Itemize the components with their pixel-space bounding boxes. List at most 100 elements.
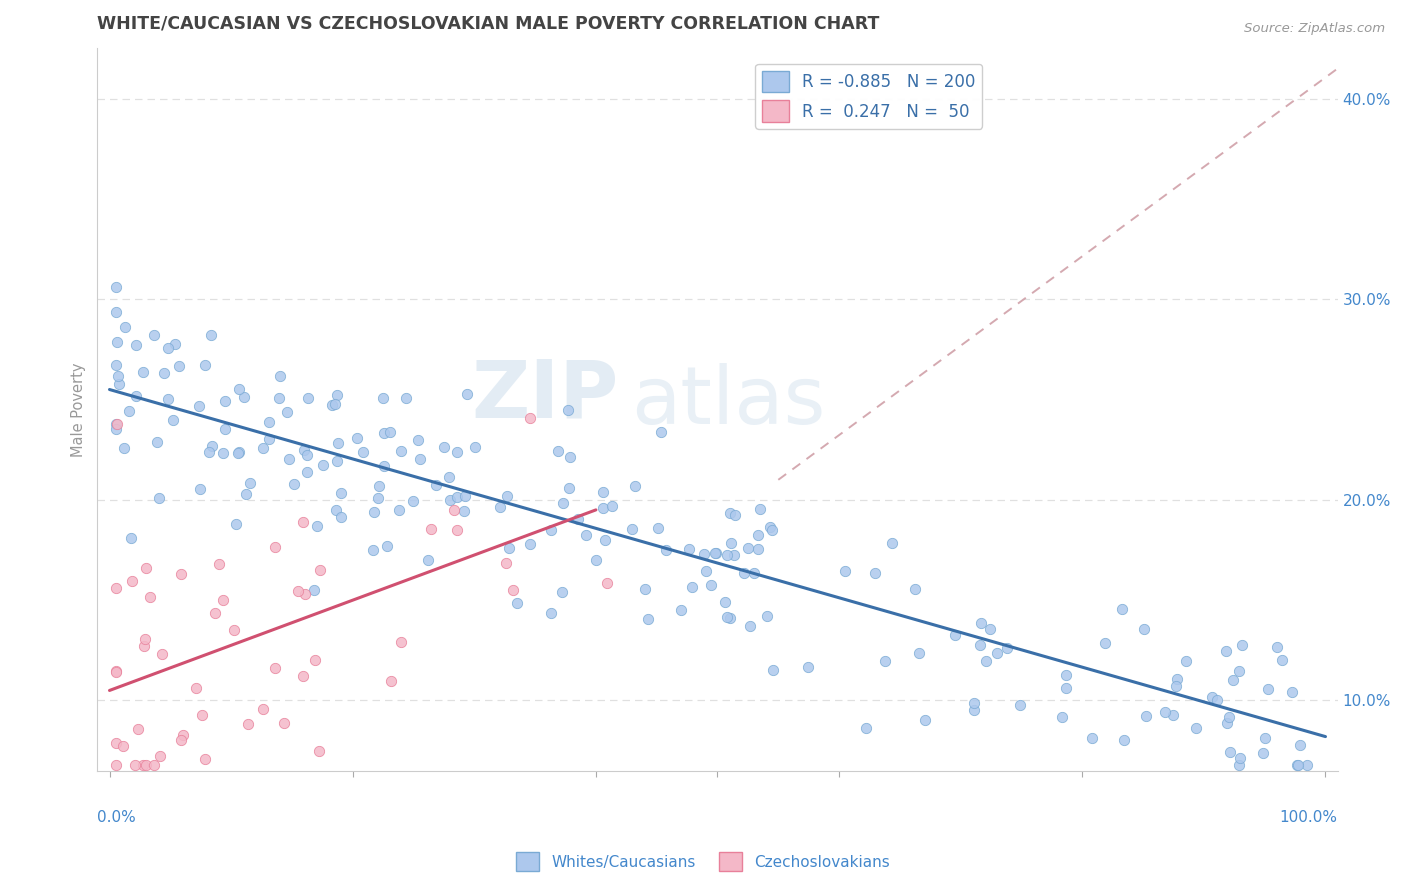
Point — [1230, 638, 1253, 652]
Point — [208, 557, 231, 571]
Point — [963, 697, 986, 711]
Point — [986, 646, 1008, 660]
Point — [834, 564, 856, 578]
Point — [592, 501, 614, 516]
Point — [228, 382, 250, 396]
Point — [593, 533, 616, 547]
Point — [121, 574, 143, 588]
Point — [124, 757, 146, 772]
Point — [1206, 693, 1229, 707]
Point — [437, 470, 460, 484]
Point — [143, 328, 166, 343]
Point — [294, 587, 316, 601]
Point — [723, 548, 745, 562]
Point — [464, 441, 486, 455]
Point — [446, 445, 468, 459]
Point — [252, 441, 274, 455]
Point — [647, 521, 669, 535]
Point — [127, 722, 149, 736]
Point — [733, 566, 755, 581]
Legend: Whites/Caucasians, Czechoslovakians: Whites/Caucasians, Czechoslovakians — [510, 847, 896, 877]
Point — [1080, 731, 1102, 746]
Point — [718, 506, 741, 520]
Point — [1216, 715, 1239, 730]
Point — [150, 647, 173, 661]
Text: Source: ZipAtlas.com: Source: ZipAtlas.com — [1244, 22, 1385, 36]
Point — [1229, 751, 1251, 765]
Point — [655, 542, 678, 557]
Point — [1112, 733, 1135, 747]
Point — [505, 596, 527, 610]
Point — [678, 541, 700, 556]
Point — [194, 358, 217, 372]
Point — [439, 492, 461, 507]
Point — [1265, 640, 1288, 655]
Point — [863, 566, 886, 581]
Point — [238, 717, 260, 731]
Point — [264, 661, 287, 675]
Point — [156, 392, 179, 406]
Point — [162, 412, 184, 426]
Point — [188, 399, 211, 413]
Point — [172, 728, 194, 742]
Point — [748, 501, 770, 516]
Point — [263, 540, 285, 554]
Point — [375, 540, 398, 554]
Point — [235, 487, 257, 501]
Point — [945, 628, 967, 642]
Point — [138, 590, 160, 604]
Point — [502, 583, 524, 598]
Point — [153, 366, 176, 380]
Point — [1054, 667, 1077, 681]
Point — [620, 522, 643, 536]
Point — [104, 665, 127, 680]
Point — [700, 578, 723, 592]
Point — [592, 485, 614, 500]
Point — [132, 639, 155, 653]
Point — [1201, 690, 1223, 705]
Point — [222, 623, 245, 637]
Point — [326, 388, 349, 402]
Point — [371, 392, 394, 406]
Point — [269, 369, 291, 384]
Point — [1166, 679, 1188, 693]
Point — [389, 634, 412, 648]
Point — [1174, 654, 1197, 668]
Point — [167, 359, 190, 373]
Point — [963, 703, 986, 717]
Point — [1054, 681, 1077, 695]
Point — [269, 391, 291, 405]
Point — [373, 425, 395, 440]
Point — [252, 702, 274, 716]
Point — [558, 450, 581, 465]
Point — [420, 522, 443, 536]
Point — [557, 403, 579, 417]
Point — [575, 528, 598, 542]
Point — [1227, 757, 1250, 772]
Point — [547, 444, 569, 458]
Point — [402, 493, 425, 508]
Point — [131, 365, 153, 379]
Point — [1271, 653, 1294, 667]
Point — [104, 757, 127, 772]
Point — [105, 335, 128, 350]
Point — [904, 582, 927, 597]
Point — [228, 445, 250, 459]
Point — [762, 663, 785, 677]
Point — [291, 669, 314, 683]
Point — [214, 422, 236, 436]
Point — [875, 654, 897, 668]
Point — [170, 733, 193, 747]
Text: atlas: atlas — [631, 363, 825, 442]
Point — [148, 491, 170, 505]
Point — [194, 752, 217, 766]
Point — [330, 510, 353, 524]
Point — [1135, 708, 1157, 723]
Point — [704, 545, 727, 559]
Point — [380, 674, 402, 689]
Point — [197, 445, 219, 459]
Point — [302, 583, 325, 598]
Point — [321, 397, 343, 411]
Point — [558, 481, 581, 495]
Point — [498, 541, 520, 555]
